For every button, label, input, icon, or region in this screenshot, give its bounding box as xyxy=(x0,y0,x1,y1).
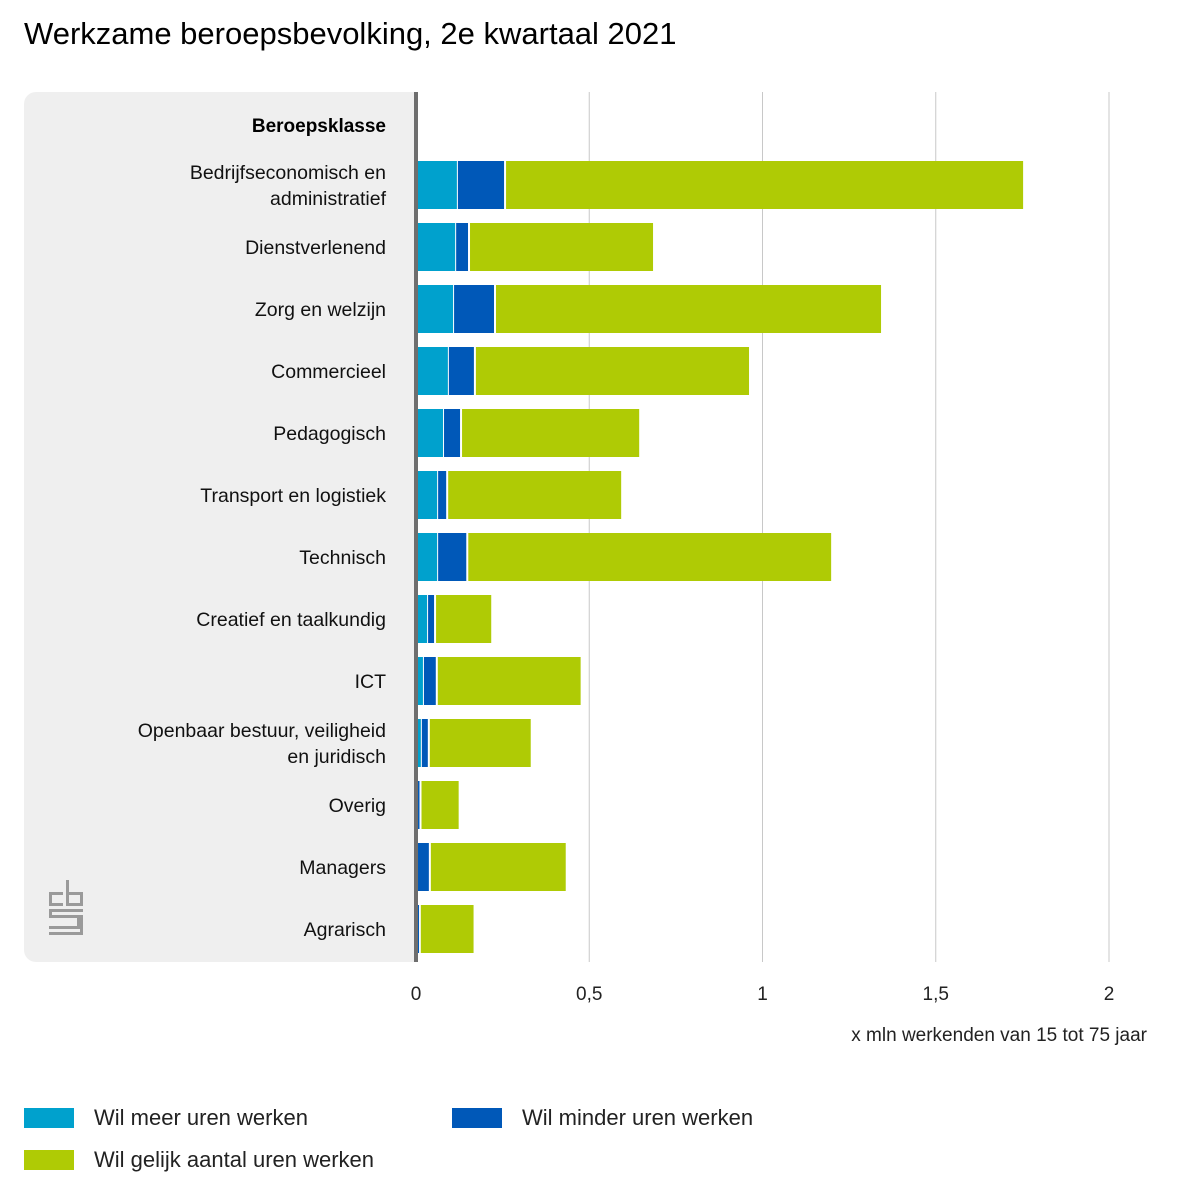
legend-item-meer: Wil meer uren werken xyxy=(24,1105,308,1131)
bar-segment xyxy=(438,533,467,581)
bar-segment xyxy=(418,657,423,705)
legend-swatch xyxy=(24,1150,74,1170)
x-tick-label: 1,5 xyxy=(923,984,949,1005)
x-tick-label: 0,5 xyxy=(576,984,602,1005)
bar-segment xyxy=(428,595,435,643)
category-label: Commercieel xyxy=(271,361,386,383)
category-header: Beroepsklasse xyxy=(252,116,386,137)
legend-label: Wil minder uren werken xyxy=(522,1105,754,1130)
legend-label: Wil meer uren werken xyxy=(94,1105,308,1130)
bar-segment xyxy=(418,905,420,953)
category-label: Dienstverlenend xyxy=(245,237,386,259)
bar-segment xyxy=(418,161,457,209)
x-axis-label: x mln werkenden van 15 tot 75 jaar xyxy=(851,1025,1147,1046)
bar-segment xyxy=(418,409,444,457)
bar-segment xyxy=(436,595,492,643)
bar-segment xyxy=(454,285,495,333)
legend-swatch xyxy=(24,1108,74,1128)
bar-segment xyxy=(430,843,566,891)
bar-segment xyxy=(448,471,622,519)
bar-segment xyxy=(496,285,882,333)
bar-segment xyxy=(462,409,640,457)
bar-segment xyxy=(475,347,750,395)
category-label: en juridisch xyxy=(287,746,386,768)
bar-segment xyxy=(418,347,448,395)
bar-segment xyxy=(418,285,454,333)
category-label: Creatief en taalkundig xyxy=(196,609,386,631)
bar-segment xyxy=(470,223,654,271)
bar-segment xyxy=(506,161,1024,209)
bar-segment xyxy=(418,595,428,643)
x-tick-label: 0 xyxy=(411,984,422,1005)
bar-segment xyxy=(418,719,421,767)
bar-segment xyxy=(468,533,832,581)
bar-segment xyxy=(418,471,438,519)
bar-segment xyxy=(437,657,581,705)
bar-segment xyxy=(420,905,474,953)
bar-segment xyxy=(429,719,531,767)
bar-segment xyxy=(418,781,420,829)
bar-segment xyxy=(418,223,456,271)
bar-segment xyxy=(418,533,438,581)
legend-item-minder: Wil minder uren werken xyxy=(452,1105,753,1131)
category-label: Pedagogisch xyxy=(273,423,386,445)
bar-segment xyxy=(457,161,505,209)
category-label: Zorg en welzijn xyxy=(255,299,386,321)
category-panel xyxy=(24,92,416,962)
category-label: administratief xyxy=(270,188,387,210)
category-label: Openbaar bestuur, veiligheid xyxy=(138,720,386,742)
bar-segment xyxy=(421,719,428,767)
bar-segment xyxy=(423,657,436,705)
bar-segment xyxy=(456,223,469,271)
category-label: Agrarisch xyxy=(304,919,386,941)
chart-title: Werkzame beroepsbevolking, 2e kwartaal 2… xyxy=(24,16,677,51)
legend-swatch xyxy=(452,1108,502,1128)
legend-item-gelijk: Wil gelijk aantal uren werken xyxy=(24,1147,374,1173)
category-label: Technisch xyxy=(299,547,386,569)
category-label: Transport en logistiek xyxy=(200,485,386,507)
category-label: ICT xyxy=(355,671,387,693)
legend-label: Wil gelijk aantal uren werken xyxy=(94,1147,375,1172)
category-label: Overig xyxy=(329,795,386,817)
bar-segment xyxy=(418,843,429,891)
category-label: Bedrijfseconomisch en xyxy=(190,162,386,184)
x-tick-label: 1 xyxy=(757,984,768,1005)
cbs-logo-icon xyxy=(49,880,83,935)
category-label: Managers xyxy=(299,857,386,879)
bar-segment xyxy=(448,347,474,395)
bar-segment xyxy=(444,409,461,457)
bar-segment xyxy=(438,471,447,519)
bar-segment xyxy=(421,781,459,829)
x-tick-label: 2 xyxy=(1104,984,1115,1005)
